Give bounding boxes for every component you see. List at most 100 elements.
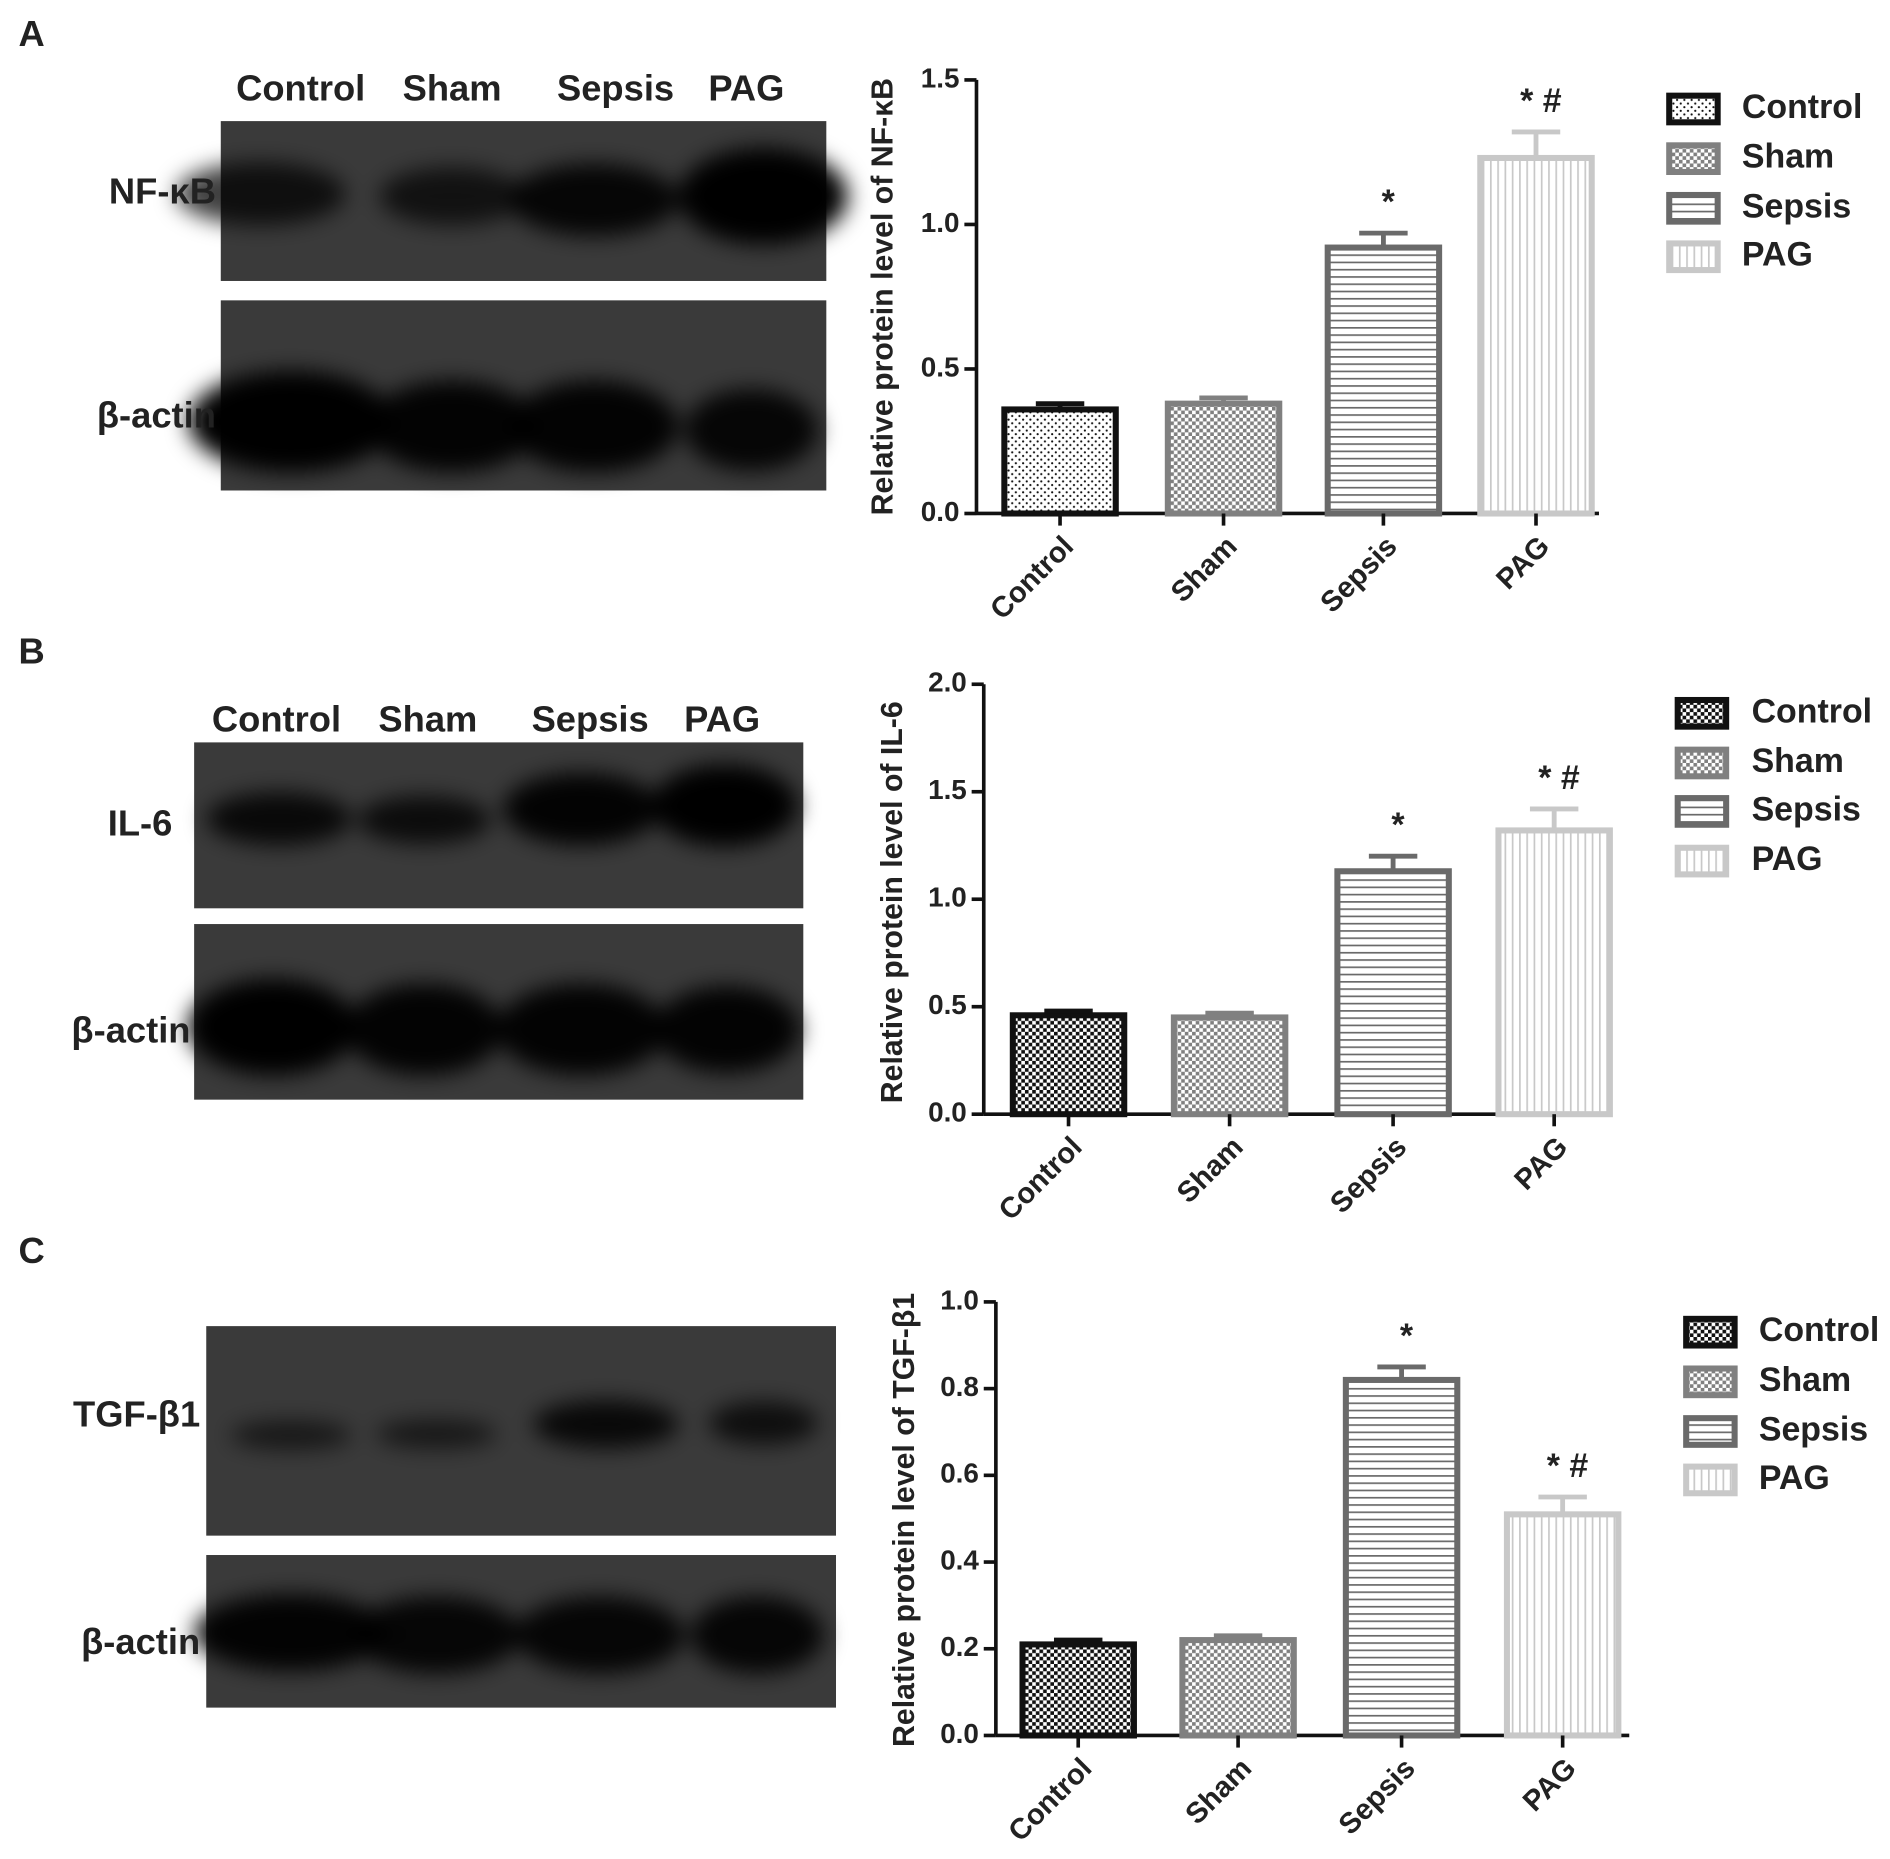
x-tick-label: Control <box>984 530 1080 626</box>
panel-letter: B <box>19 631 45 672</box>
bar <box>1019 1641 1137 1739</box>
blot-bands <box>230 1400 818 1450</box>
panel-letter: C <box>19 1230 45 1271</box>
x-tick-label: PAG <box>1490 530 1556 596</box>
band <box>188 978 358 1076</box>
blot-row-label: β-actin <box>71 1010 190 1051</box>
bar <box>1495 827 1613 1118</box>
y-axis-label: Relative protein level of NF-κB <box>866 78 899 515</box>
x-tick-label: Control <box>993 1131 1089 1227</box>
band <box>502 772 661 846</box>
legend-swatch <box>1666 240 1721 274</box>
legend-label: Control <box>1752 692 1873 730</box>
blot-bands <box>194 1593 824 1674</box>
panel-letter: A <box>19 13 45 54</box>
legend-label: Sepsis <box>1742 187 1851 225</box>
x-tick-label: Sepsis <box>1315 530 1404 619</box>
legend-swatch <box>1674 746 1730 780</box>
legend-swatch <box>1683 1365 1738 1399</box>
band <box>345 983 503 1076</box>
legend-swatch <box>1683 1315 1738 1349</box>
legend-label: Sepsis <box>1759 1410 1868 1448</box>
band <box>188 370 394 473</box>
bar <box>1324 244 1443 517</box>
bar <box>1001 406 1119 517</box>
legend-label: PAG <box>1759 1459 1830 1497</box>
blot-row-label: TGF-β1 <box>73 1394 200 1435</box>
legend-swatch <box>1683 1463 1738 1497</box>
y-axis-label: Relative protein level of TGF-β1 <box>888 1293 921 1747</box>
y-tick-label: 1.0 <box>940 1284 979 1315</box>
band <box>206 792 352 846</box>
lane-label: Sepsis <box>532 698 649 739</box>
bar <box>1164 400 1283 517</box>
blot-row-label: β-actin <box>81 1621 200 1662</box>
y-tick-label: 1.5 <box>921 62 960 93</box>
lane-label: PAG <box>708 67 784 108</box>
blot-row-label: IL-6 <box>108 803 173 844</box>
y-tick-label: 2.0 <box>928 667 967 698</box>
y-tick-label: 0.0 <box>940 1718 979 1749</box>
lane-label: Sepsis <box>557 67 674 108</box>
lane-label: Control <box>236 67 365 108</box>
bar <box>1170 1014 1289 1118</box>
band <box>708 1401 818 1445</box>
blot-bands <box>175 147 849 245</box>
legend-swatch <box>1666 142 1721 176</box>
panel: A Control Sham Sepsis PAG NF-κB β-actin 0.0 0.5 1… <box>19 13 1863 626</box>
legend-label: Control <box>1742 88 1863 126</box>
significance-mark: * # <box>1547 1447 1589 1485</box>
band <box>654 985 800 1074</box>
legend-label: Sepsis <box>1752 790 1861 828</box>
bar <box>1342 1376 1461 1739</box>
lane-label: Sham <box>378 698 477 739</box>
band <box>351 1596 522 1674</box>
bar <box>1503 1511 1622 1739</box>
bar <box>1334 868 1452 1118</box>
legend-label: PAG <box>1742 236 1813 274</box>
y-tick-label: 0.5 <box>928 989 967 1020</box>
band <box>678 147 849 245</box>
x-tick-label: Sepsis <box>1333 1752 1422 1841</box>
y-tick-label: 1.0 <box>921 207 960 238</box>
y-tick-label: 1.5 <box>928 774 967 805</box>
y-tick-label: 1.0 <box>928 882 967 913</box>
y-tick-label: 0.0 <box>928 1097 967 1128</box>
y-tick-label: 0.4 <box>940 1544 979 1575</box>
bar <box>1477 154 1595 517</box>
lane-label: PAG <box>684 698 760 739</box>
significance-mark: * # <box>1520 82 1562 120</box>
y-axis-label: Relative protein level of IL-6 <box>876 701 909 1103</box>
y-tick-label: 0.8 <box>940 1371 979 1402</box>
legend-label: Sham <box>1742 138 1834 176</box>
legend-swatch <box>1674 844 1730 878</box>
x-tick-label: Sepsis <box>1324 1131 1413 1220</box>
x-tick-label: Sham <box>1171 1131 1250 1210</box>
legend-swatch <box>1666 92 1721 126</box>
significance-mark: * <box>1382 183 1396 221</box>
blot-row-label: NF-κB <box>109 170 216 211</box>
lane-label: Sham <box>403 67 502 108</box>
band <box>230 1420 352 1450</box>
band <box>509 380 679 473</box>
legend-swatch <box>1666 191 1721 225</box>
band <box>690 1596 824 1674</box>
x-tick-label: PAG <box>1509 1131 1575 1197</box>
significance-mark: * # <box>1538 759 1580 797</box>
significance-mark: * <box>1391 806 1405 844</box>
legend-label: Control <box>1759 1311 1880 1349</box>
blot-row-label: β-actin <box>97 394 216 435</box>
band <box>496 983 667 1076</box>
bar <box>1179 1637 1297 1739</box>
bar <box>1009 1012 1128 1118</box>
x-tick-label: Sham <box>1165 530 1244 609</box>
legend-label: PAG <box>1752 840 1823 878</box>
band <box>515 1596 685 1674</box>
blot-bands <box>206 764 798 847</box>
x-tick-label: PAG <box>1517 1752 1583 1818</box>
lane-label: Control <box>212 698 341 739</box>
band <box>684 388 818 472</box>
y-tick-label: 0.5 <box>921 351 960 382</box>
band <box>533 1400 679 1449</box>
